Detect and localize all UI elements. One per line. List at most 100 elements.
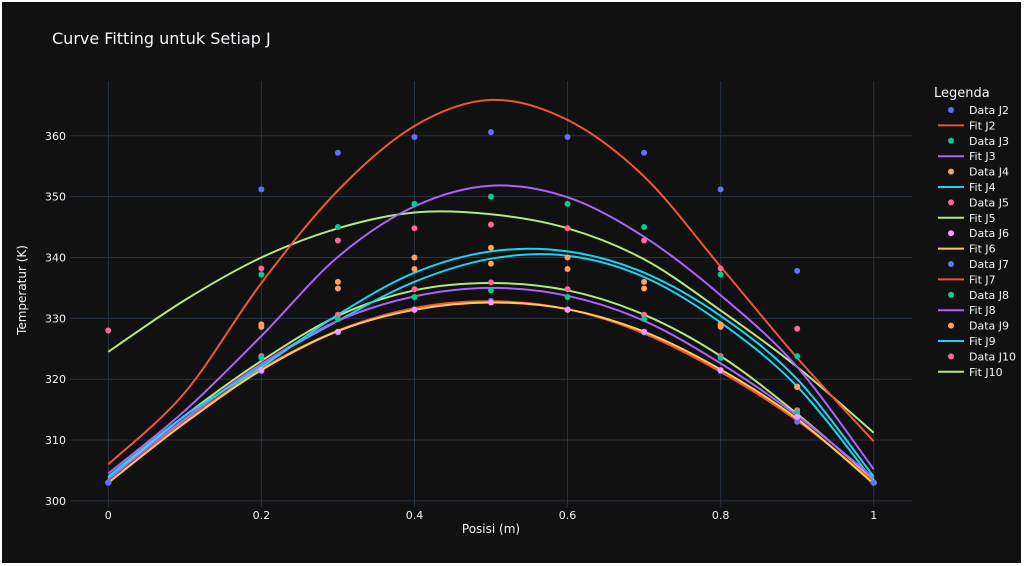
- data-point-j6: [794, 413, 801, 420]
- legend-item-data-j2[interactable]: Data J2: [948, 104, 1009, 117]
- x-tick-labels: 0 0.2 0.4 0.6 0.8 1: [105, 509, 877, 522]
- legend-item-fit-j10[interactable]: Fit J10: [938, 366, 1003, 379]
- legend-item-data-j4[interactable]: Data J4: [948, 166, 1009, 179]
- data-point-j8: [794, 409, 801, 416]
- data-point-j10: [488, 279, 494, 286]
- legend-marker-icon: [948, 322, 954, 329]
- fit-line-j4: [107, 247, 875, 478]
- legend-label: Fit J8: [969, 304, 996, 317]
- data-point-j5: [258, 265, 265, 272]
- data-point-j8: [258, 354, 265, 361]
- legend-label: Fit J4: [969, 181, 996, 194]
- legend-item-data-j3[interactable]: Data J3: [948, 135, 1009, 148]
- fit-line-j3: [107, 184, 875, 475]
- legend-item-data-j7[interactable]: Data J7: [948, 258, 1009, 271]
- data-point-j6: [411, 306, 418, 313]
- x-tick-label: 0.8: [712, 509, 730, 522]
- legend-item-fit-j6[interactable]: Fit J6: [938, 243, 996, 256]
- legend-item-fit-j2[interactable]: Fit J2: [938, 119, 996, 132]
- data-point-j5: [794, 325, 801, 332]
- data-point-j4: [334, 278, 341, 285]
- x-axis-title: Posisi (m): [462, 522, 520, 536]
- y-tick-label: 320: [45, 373, 66, 386]
- data-point-j8: [488, 287, 494, 294]
- legend-label: Data J7: [969, 258, 1009, 271]
- y-tick-labels: 300 310 320 330 340 350 360: [45, 130, 66, 508]
- data-point-j4: [258, 321, 265, 328]
- data-point-j6: [564, 306, 571, 313]
- legend-item-fit-j5[interactable]: Fit J5: [938, 212, 996, 225]
- legend-label: Fit J6: [969, 243, 996, 256]
- y-tick-label: 350: [45, 191, 66, 204]
- data-point-j2: [794, 267, 801, 274]
- data-point-j3: [411, 200, 418, 207]
- legend-marker-icon: [948, 199, 954, 206]
- legend[interactable]: Legenda Data J2 Fit J2 Data J3 Fit J3 Data J…: [934, 86, 1016, 379]
- legend-label: Fit J2: [969, 119, 996, 132]
- x-tick-label: 0.4: [406, 509, 424, 522]
- y-tick-label: 330: [45, 312, 66, 325]
- data-point-j5: [717, 265, 724, 272]
- data-point-j5: [105, 327, 112, 334]
- data-point-j7: [794, 418, 801, 425]
- data-point-j6: [334, 328, 341, 335]
- data-point-j6: [488, 299, 494, 306]
- legend-item-fit-j3[interactable]: Fit J3: [938, 150, 996, 163]
- data-point-j5: [411, 225, 418, 232]
- legend-title: Legenda: [934, 86, 990, 101]
- data-point-j2: [334, 149, 341, 156]
- y-tick-label: 360: [45, 130, 66, 143]
- data-point-j3: [564, 200, 571, 207]
- legend-marker-icon: [948, 353, 954, 360]
- fit-line-j2: [107, 98, 875, 466]
- legend-marker-icon: [948, 137, 954, 144]
- legend-label: Data J4: [969, 166, 1009, 179]
- data-point-j4: [411, 254, 418, 261]
- data-point-j10: [564, 286, 571, 293]
- data-point-j3: [794, 353, 801, 360]
- data-point-j10: [334, 311, 341, 318]
- data-point-j6: [258, 367, 265, 374]
- data-point-j4: [488, 244, 494, 251]
- data-point-j5: [641, 237, 648, 244]
- data-point-j9: [564, 266, 571, 273]
- data-point-j10: [641, 311, 648, 318]
- y-axis-title: Temperatur (K): [15, 245, 29, 336]
- data-point-j3: [334, 224, 341, 231]
- legend-item-data-j10[interactable]: Data J10: [948, 350, 1016, 363]
- legend-item-fit-j8[interactable]: Fit J8: [938, 304, 996, 317]
- data-point-j3: [488, 193, 494, 200]
- x-tick-label: 1: [870, 509, 877, 522]
- legend-marker-icon: [948, 230, 954, 237]
- legend-item-fit-j7[interactable]: Fit J7: [938, 273, 996, 286]
- data-point-j8: [334, 315, 341, 322]
- plot-area: [105, 98, 877, 486]
- legend-label: Data J3: [969, 135, 1009, 148]
- x-tick-label: 0.2: [253, 509, 271, 522]
- data-point-j3: [717, 271, 724, 278]
- legend-marker-icon: [948, 261, 954, 267]
- data-point-j4: [564, 254, 571, 261]
- legend-item-data-j9[interactable]: Data J9: [948, 320, 1009, 333]
- legend-label: Fit J7: [969, 273, 996, 286]
- legend-item-data-j6[interactable]: Data J6: [948, 227, 1009, 240]
- legend-marker-icon: [948, 291, 954, 298]
- legend-marker-icon: [948, 107, 954, 113]
- legend-label: Fit J10: [969, 366, 1003, 379]
- data-point-j5: [564, 225, 571, 232]
- legend-item-fit-j4[interactable]: Fit J4: [938, 181, 996, 194]
- data-point-j9: [411, 266, 418, 273]
- legend-marker-icon: [948, 168, 954, 175]
- legend-item-data-j5[interactable]: Data J5: [948, 196, 1009, 209]
- legend-item-data-j8[interactable]: Data J8: [948, 289, 1009, 302]
- legend-label: Data J9: [969, 320, 1009, 333]
- legend-label: Data J5: [969, 196, 1009, 209]
- legend-item-fit-j9[interactable]: Fit J9: [938, 335, 996, 348]
- y-tick-label: 340: [45, 251, 66, 264]
- data-point-j9: [488, 260, 494, 267]
- legend-label: Fit J5: [969, 212, 996, 225]
- legend-label: Data J2: [969, 104, 1009, 117]
- data-point-j4: [641, 278, 648, 285]
